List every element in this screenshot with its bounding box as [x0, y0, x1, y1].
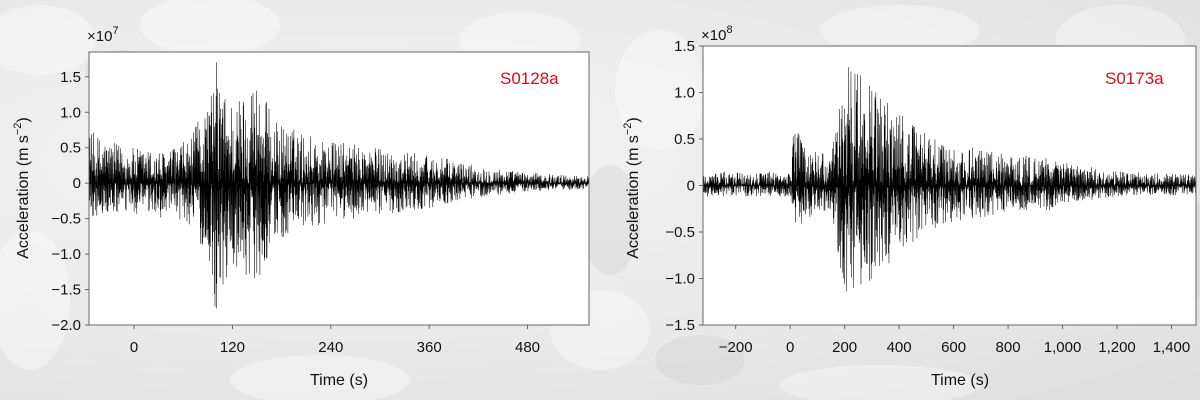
x-axis: −200 0 200 400 600 800 1,000 1,200 1,400 — [719, 325, 1190, 356]
x-tick-label: 200 — [832, 339, 857, 356]
x-tick-label: 1,400 — [1153, 339, 1191, 356]
x-tick: 200 — [832, 325, 857, 356]
x-tick: 600 — [941, 325, 966, 356]
y-tick: 1.0 — [60, 104, 89, 121]
x-tick-label: 360 — [417, 339, 442, 356]
y-tick-label: −0.5 — [51, 211, 81, 228]
x-tick-label: 600 — [941, 339, 966, 356]
x-tick-label: 1,000 — [1044, 339, 1082, 356]
x-tick-label: −200 — [719, 339, 753, 356]
x-tick-label: 120 — [220, 339, 245, 356]
x-tick: −200 — [719, 325, 753, 356]
y-tick: 1.5 — [674, 38, 703, 55]
y-tick: −0.5 — [665, 224, 703, 241]
waveform-trace — [702, 67, 1197, 292]
y-tick-label: 0.5 — [674, 131, 695, 148]
y-tick: −0.5 — [51, 211, 89, 228]
y-axis-label: Acceleration (m s−2) — [12, 117, 32, 258]
y-tick: −1.5 — [665, 317, 703, 334]
y-multiplier: ×108 — [701, 24, 733, 44]
y-tick: −1.0 — [51, 246, 89, 263]
y-tick-label: −1.5 — [51, 282, 81, 299]
y-tick-label: 0 — [73, 175, 81, 192]
x-axis: 0 120 240 360 480 — [130, 325, 540, 356]
y-tick: 0 — [73, 175, 89, 192]
x-tick: 1,200 — [1098, 325, 1136, 356]
x-tick: 120 — [220, 325, 245, 356]
x-tick-label: 1,200 — [1098, 339, 1136, 356]
x-tick-label: 480 — [515, 339, 540, 356]
y-tick-label: 0 — [687, 178, 695, 195]
x-tick-label: 0 — [786, 339, 794, 356]
y-tick: −1.5 — [51, 282, 89, 299]
y-tick-label: −1.0 — [51, 246, 81, 263]
waveform-trace — [88, 62, 590, 309]
chart-s0128a: −2.0 −1.5 −1.0 −0.5 0 0.5 1.0 1.5 0 120 240 360 480… — [12, 25, 590, 389]
x-tick: 1,400 — [1153, 325, 1191, 356]
x-tick-label: 240 — [318, 339, 343, 356]
y-multiplier: ×107 — [87, 25, 119, 45]
x-axis-label: Time (s) — [931, 372, 989, 389]
y-tick-label: 1.5 — [60, 69, 81, 86]
y-tick-label: 1.0 — [60, 104, 81, 121]
y-tick-label: −2.0 — [51, 317, 81, 334]
x-tick: 240 — [318, 325, 343, 356]
y-tick: 1.0 — [674, 85, 703, 102]
y-tick: 0.5 — [60, 140, 89, 157]
event-label: S0173a — [1105, 69, 1164, 88]
y-tick-label: −0.5 — [665, 224, 695, 241]
y-tick-label: 1.0 — [674, 85, 695, 102]
x-tick-label: 800 — [996, 339, 1021, 356]
y-axis: −2.0 −1.5 −1.0 −0.5 0 0.5 1.0 1.5 — [51, 69, 89, 334]
y-tick-label: 0.5 — [60, 140, 81, 157]
event-label: S0128a — [500, 69, 559, 88]
y-tick: 0.5 — [674, 131, 703, 148]
y-axis: −1.5 −1.0 −0.5 0 0.5 1.0 1.5 — [665, 38, 703, 334]
x-tick: 800 — [996, 325, 1021, 356]
x-tick: 400 — [887, 325, 912, 356]
chart-s0173a: −1.5 −1.0 −0.5 0 0.5 1.0 1.5 −200 0 200 400 600 800… — [622, 24, 1197, 389]
y-axis-label: Acceleration (m s−2) — [622, 117, 642, 258]
y-tick-label: 1.5 — [674, 38, 695, 55]
y-tick-label: −1.5 — [665, 317, 695, 334]
x-tick-label: 400 — [887, 339, 912, 356]
y-tick: −2.0 — [51, 317, 89, 334]
x-tick: 480 — [515, 325, 540, 356]
y-tick: 0 — [687, 178, 703, 195]
plot-frame — [88, 51, 590, 326]
x-tick: 360 — [417, 325, 442, 356]
x-tick: 0 — [130, 325, 138, 356]
x-axis-label: Time (s) — [310, 372, 368, 389]
y-tick-label: −1.0 — [665, 271, 695, 288]
y-tick: 1.5 — [60, 69, 89, 86]
y-tick: −1.0 — [665, 271, 703, 288]
x-tick: 0 — [786, 325, 794, 356]
x-tick-label: 0 — [130, 339, 138, 356]
x-tick: 1,000 — [1044, 325, 1082, 356]
